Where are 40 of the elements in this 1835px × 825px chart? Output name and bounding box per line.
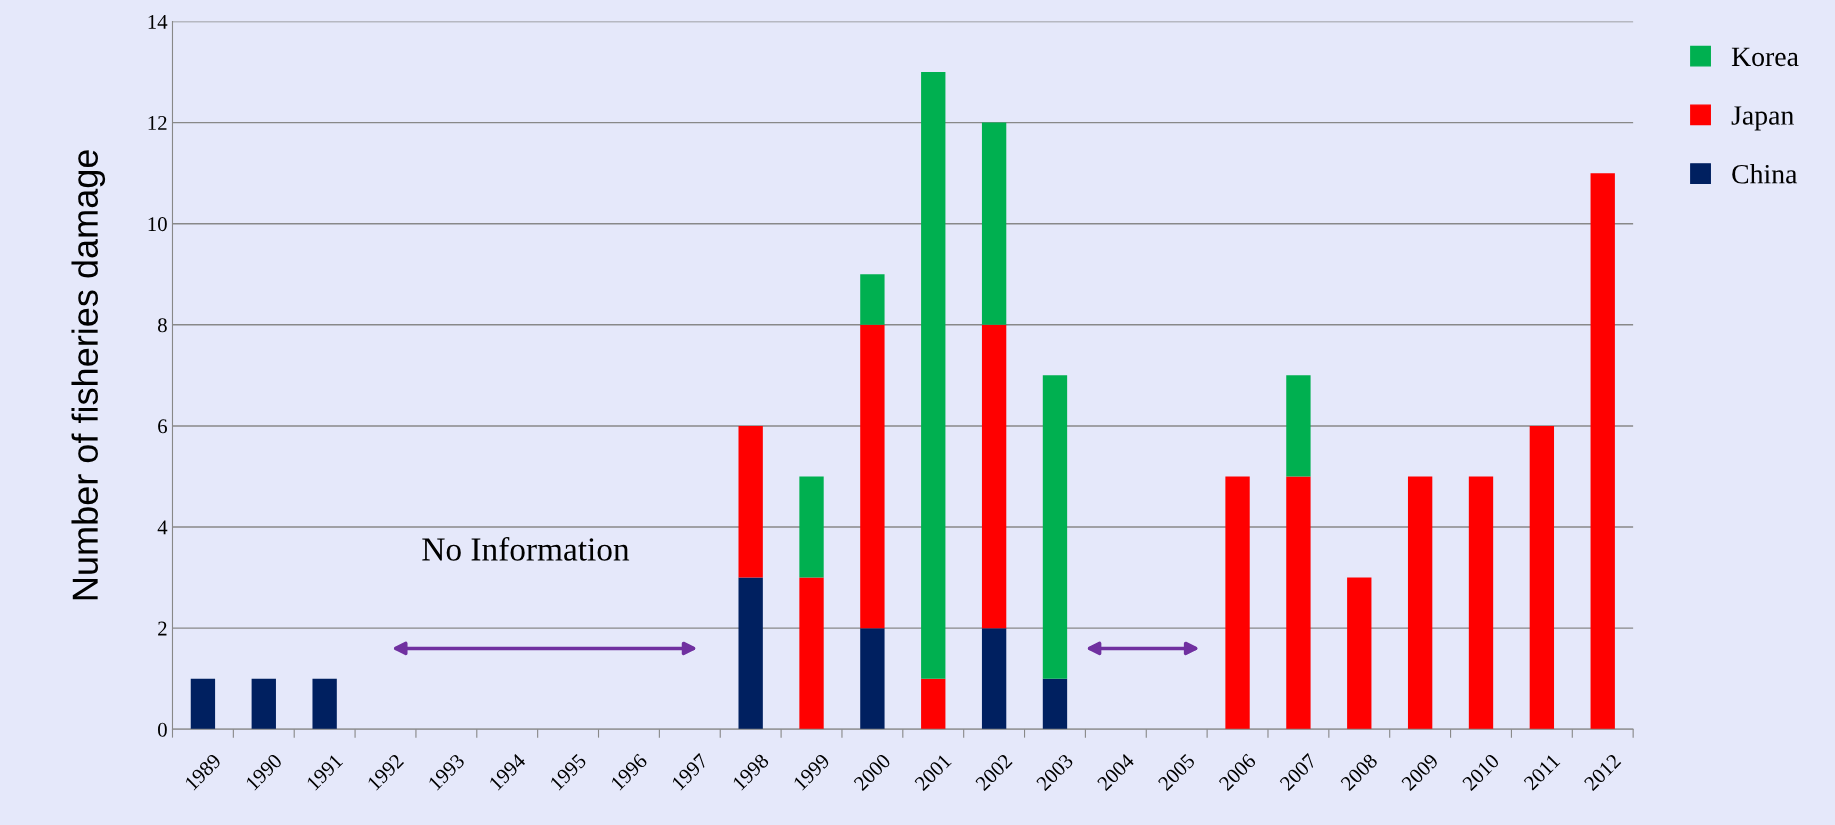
- bar: [1529, 425, 1555, 730]
- bar: [799, 577, 824, 730]
- y-tick-label: 2: [158, 621, 167, 636]
- y-tick-label: 8: [158, 318, 167, 333]
- bar: [860, 628, 885, 730]
- y-axis-title: Number of fisheries damage: [71, 150, 106, 600]
- bar: [1590, 173, 1615, 730]
- bar: [1468, 476, 1494, 730]
- legend-label: Korea: [1731, 47, 1799, 67]
- bar: [921, 72, 946, 679]
- y-tick-label: 12: [148, 116, 167, 130]
- bar: [1286, 375, 1311, 477]
- y-tick-label: 0: [158, 722, 167, 737]
- bar: [799, 476, 824, 578]
- bar: [1286, 476, 1311, 730]
- bar: [1042, 678, 1068, 730]
- x-tick-label: 2001: [913, 753, 952, 792]
- bar: [860, 274, 885, 325]
- bar: [981, 324, 1007, 629]
- bar: [1407, 476, 1433, 730]
- bar: [251, 678, 276, 730]
- y-tick-label: 10: [148, 217, 167, 232]
- bar: [1042, 375, 1068, 679]
- bar: [860, 324, 885, 629]
- bar: [1347, 577, 1372, 730]
- legend-label: Japan: [1731, 106, 1794, 131]
- bar: [981, 628, 1007, 730]
- x-tick-label: 1990: [245, 753, 283, 791]
- bar: [312, 678, 337, 730]
- y-tick-label: 4: [157, 520, 168, 535]
- bar: [921, 678, 946, 730]
- y-tick-label: 6: [158, 419, 168, 434]
- bar: [738, 577, 763, 730]
- bar: [738, 425, 763, 578]
- bar: [190, 678, 216, 730]
- bar: [981, 122, 1007, 325]
- bar: [1225, 476, 1250, 730]
- legend-label: China: [1732, 164, 1798, 184]
- y-tick-label: 14: [148, 14, 168, 29]
- annotation: No Information: [422, 536, 630, 561]
